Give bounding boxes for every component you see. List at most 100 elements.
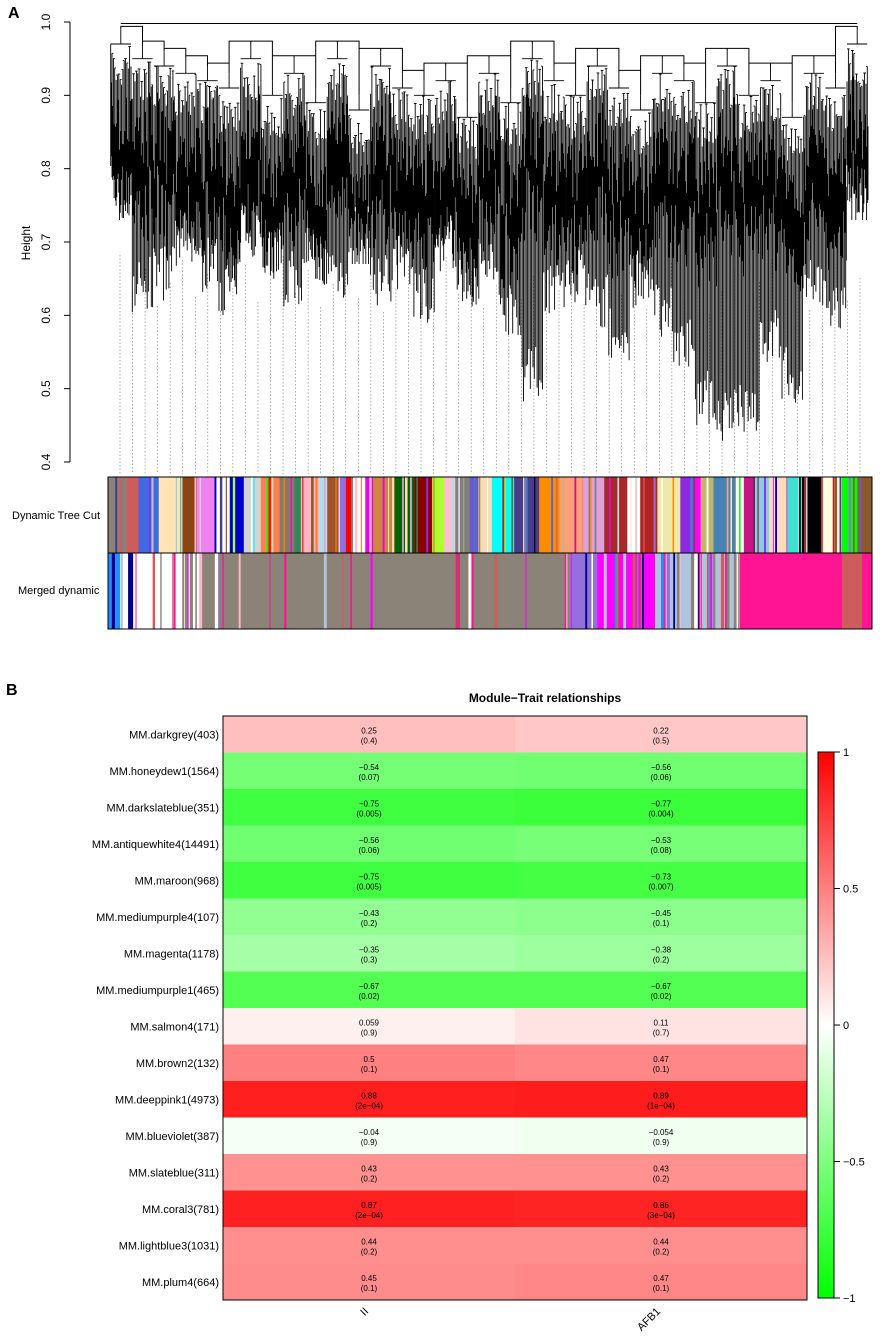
dynamic-module-band-stripe bbox=[799, 477, 801, 553]
merged-module-stripe bbox=[222, 553, 224, 629]
heatmap-cell-pvalue: (0.2) bbox=[653, 1247, 670, 1256]
heatmap-cell-value: 0.44 bbox=[653, 1237, 669, 1246]
merged-module-stripe bbox=[525, 553, 527, 629]
heatmap-cell bbox=[223, 1044, 516, 1082]
cluster-branches bbox=[608, 73, 631, 361]
dynamic-module-band-stripe bbox=[556, 477, 558, 553]
cluster-branches bbox=[370, 51, 392, 306]
dynamic-module-band-stripe bbox=[700, 477, 703, 553]
dynamic-module-band bbox=[539, 477, 560, 553]
heatmap-cell-pvalue: (0.9) bbox=[653, 1138, 670, 1147]
merged-module-stripe bbox=[655, 553, 659, 629]
dynamic-module-band-stripe bbox=[635, 477, 638, 553]
dendrogram-cluster bbox=[240, 44, 263, 257]
dendrogram-cluster bbox=[824, 73, 847, 329]
heatmap-cell-value: 0.86 bbox=[653, 1201, 669, 1210]
dynamic-module-band bbox=[823, 477, 843, 553]
cluster-branches bbox=[413, 80, 436, 323]
heatmap-cell-pvalue: (0.5) bbox=[653, 736, 670, 745]
heatmap-cell bbox=[515, 716, 808, 753]
heatmap-cell-value: 0.47 bbox=[653, 1055, 669, 1064]
heatmap-cell bbox=[515, 1154, 808, 1191]
dynamic-module-band-stripe bbox=[283, 477, 285, 553]
dendrogram-cluster bbox=[759, 66, 782, 362]
dendrogram-cluster bbox=[261, 80, 284, 279]
merged-module-band bbox=[842, 553, 863, 629]
dynamic-module-band-stripe bbox=[674, 477, 677, 553]
merged-module-stripe bbox=[323, 553, 327, 629]
dynamic-module-band-stripe bbox=[589, 477, 592, 553]
heatmap-cell-value: 0.45 bbox=[361, 1274, 377, 1283]
heatmap-cell bbox=[223, 971, 516, 1009]
dendrogram-cluster bbox=[738, 80, 761, 432]
merged-module-stripe bbox=[720, 553, 725, 629]
dynamic-module-band-stripe bbox=[338, 477, 340, 553]
dendrogram-cluster bbox=[413, 80, 436, 323]
dynamic-module-band-stripe bbox=[479, 477, 481, 553]
heatmap-cell bbox=[223, 1263, 516, 1301]
dynamic-module-band-stripe bbox=[834, 477, 838, 553]
merged-module-stripe bbox=[471, 553, 474, 629]
merged-module-stripe bbox=[597, 553, 601, 629]
colorbar-tick-label: −0.5 bbox=[843, 1157, 865, 1169]
heatmap-cell-value: 0.43 bbox=[361, 1164, 377, 1173]
dynamic-module-band-stripe bbox=[351, 477, 354, 553]
merged-module-stripe bbox=[706, 553, 709, 629]
dynamic-module-band-stripe bbox=[739, 477, 741, 553]
dynamic-module-band bbox=[478, 477, 493, 553]
dynamic-module-band bbox=[713, 477, 737, 553]
heatmap-cell-value: −0.67 bbox=[359, 982, 380, 991]
heatmap-cell bbox=[223, 1081, 516, 1118]
heatmap-cell-pvalue: (0.02) bbox=[651, 992, 672, 1001]
heatmap-row-label: MM.mediumpurple1(465) bbox=[96, 985, 219, 997]
heatmap-row-label: MM.plum4(664) bbox=[142, 1277, 219, 1289]
merged-module-stripe bbox=[182, 553, 185, 629]
dynamic-module-band bbox=[294, 477, 302, 553]
merged-module-stripe bbox=[660, 553, 664, 629]
heatmap-cell-pvalue: (0.2) bbox=[653, 1174, 670, 1183]
heatmap-cell-pvalue: (0.02) bbox=[359, 992, 380, 1001]
dynamic-module-band-stripe bbox=[426, 477, 429, 553]
merged-module-stripe bbox=[709, 553, 711, 629]
merged-module-stripe bbox=[142, 553, 145, 629]
dendrogram-cluster bbox=[543, 66, 566, 314]
merged-module-stripe bbox=[468, 553, 472, 629]
heatmap-cell bbox=[223, 716, 516, 753]
dynamic-module-band-stripe bbox=[706, 477, 709, 553]
heatmap-cell-pvalue: (0.4) bbox=[361, 736, 378, 745]
cluster-branches bbox=[694, 88, 717, 425]
heatmap-cell-value: 0.11 bbox=[654, 1018, 670, 1027]
heatmap-row-label: MM.magenta(1178) bbox=[124, 948, 219, 960]
merged-module-stripe bbox=[585, 553, 588, 629]
heatmap-cell-value: 0.25 bbox=[361, 726, 377, 735]
dynamic-module-band-stripe bbox=[225, 477, 227, 553]
merged-module-stripe bbox=[494, 553, 498, 629]
dynamic-module-band-stripe bbox=[232, 477, 236, 553]
merged-module-band bbox=[570, 553, 601, 629]
merged-module-stripe bbox=[128, 553, 131, 629]
merged-module-stripe bbox=[636, 553, 639, 629]
heatmap-cell bbox=[223, 935, 516, 972]
heatmap-cell-pvalue: (1e−04) bbox=[647, 1101, 675, 1110]
dynamic-module-band-stripe bbox=[643, 477, 645, 553]
dynamic-module-band-stripe bbox=[253, 477, 255, 553]
cluster-branches bbox=[131, 44, 154, 313]
merged-module-stripe bbox=[135, 553, 137, 629]
cluster-branches bbox=[565, 80, 587, 306]
heatmap-cell-pvalue: (0.9) bbox=[361, 1138, 378, 1147]
merged-module-stripe bbox=[402, 553, 405, 629]
merged-module-stripe bbox=[617, 553, 621, 629]
heatmap-cell-value: −0.73 bbox=[651, 872, 672, 881]
heatmap-cell-pvalue: (0.06) bbox=[651, 773, 672, 782]
colorbar-tick-label: −1 bbox=[843, 1293, 856, 1305]
cluster-branches bbox=[391, 73, 414, 290]
dynamic-module-band-stripe bbox=[302, 477, 304, 553]
dendrogram-cluster bbox=[131, 44, 154, 313]
heatmap-cell bbox=[515, 1117, 808, 1155]
dendrogram-tree bbox=[110, 23, 869, 441]
dynamic-module-band-stripe bbox=[594, 477, 597, 553]
merged-module-stripe bbox=[679, 553, 681, 629]
dendrogram-cluster bbox=[326, 44, 349, 298]
merged-module-stripe bbox=[713, 553, 716, 629]
dendrogram-y-axis-label: Height bbox=[19, 225, 33, 260]
